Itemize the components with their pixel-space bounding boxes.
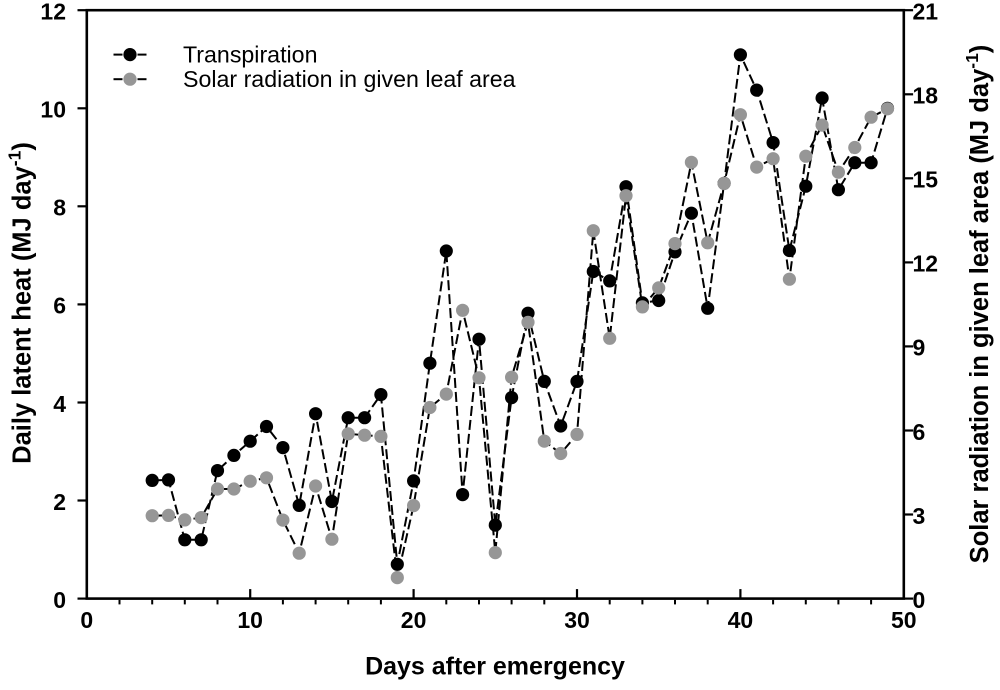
svg-text:Days after emergency: Days after emergency: [365, 653, 625, 681]
svg-text:2: 2: [53, 489, 66, 515]
svg-text:6: 6: [913, 419, 926, 445]
svg-text:15: 15: [913, 167, 939, 193]
svg-text:50: 50: [891, 607, 917, 633]
svg-text:12: 12: [913, 251, 939, 277]
svg-text:3: 3: [913, 503, 926, 529]
svg-text:10: 10: [40, 97, 66, 123]
svg-text:9: 9: [913, 335, 926, 361]
svg-text:21: 21: [913, 0, 939, 25]
svg-text:10: 10: [237, 607, 263, 633]
svg-text:6: 6: [53, 293, 66, 319]
svg-text:Solar radiation in given leaf: Solar radiation in given leaf area: [183, 66, 516, 92]
svg-text:40: 40: [728, 607, 754, 633]
svg-text:12: 12: [40, 0, 66, 25]
svg-text:Solar radiation in given leaf: Solar radiation in given leaf area (MJ d…: [962, 45, 994, 564]
svg-text:4: 4: [53, 391, 66, 417]
svg-text:0: 0: [53, 587, 66, 613]
svg-text:20: 20: [401, 607, 427, 633]
svg-text:Transpiration: Transpiration: [183, 42, 317, 68]
svg-text:8: 8: [53, 195, 66, 221]
svg-text:Daily latent heat (MJ day-1): Daily latent heat (MJ day-1): [5, 142, 37, 464]
svg-text:0: 0: [913, 587, 926, 613]
svg-text:30: 30: [564, 607, 590, 633]
svg-text:18: 18: [913, 83, 939, 109]
svg-text:0: 0: [80, 607, 93, 633]
